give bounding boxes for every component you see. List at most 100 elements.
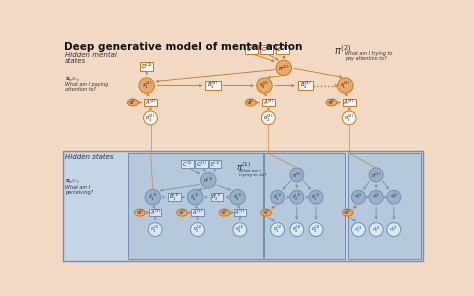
Text: $o_2^{(1)}$: $o_2^{(1)}$ bbox=[372, 224, 381, 235]
Text: Hidden mental: Hidden mental bbox=[65, 52, 117, 58]
Text: $\gamma_A^{(2)}$: $\gamma_A^{(2)}$ bbox=[246, 97, 255, 108]
Text: $\gamma_A^{(1)}$: $\gamma_A^{(1)}$ bbox=[262, 207, 270, 218]
Circle shape bbox=[290, 190, 304, 204]
FancyBboxPatch shape bbox=[210, 193, 223, 201]
Text: $o_t^{(2)}$: $o_t^{(2)}$ bbox=[344, 112, 355, 124]
Text: $A^{(1)}$: $A^{(1)}$ bbox=[234, 208, 246, 217]
Circle shape bbox=[387, 190, 401, 204]
FancyBboxPatch shape bbox=[140, 62, 153, 70]
Text: $s_2^{(1)}$: $s_2^{(1)}$ bbox=[190, 192, 200, 203]
Text: $B_2^{(1)}$: $B_2^{(1)}$ bbox=[211, 192, 222, 203]
Ellipse shape bbox=[326, 99, 337, 106]
Text: $s_1^{(2)}$: $s_1^{(2)}$ bbox=[142, 80, 152, 91]
Text: $C^{(2)}$: $C^{(2)}$ bbox=[246, 45, 257, 54]
Text: $A^{(2)}$: $A^{(2)}$ bbox=[263, 98, 274, 107]
Text: $o_1^{(2)}$: $o_1^{(2)}$ bbox=[146, 112, 155, 124]
Circle shape bbox=[369, 223, 383, 237]
FancyBboxPatch shape bbox=[347, 153, 421, 259]
FancyBboxPatch shape bbox=[260, 45, 273, 54]
Circle shape bbox=[230, 189, 245, 205]
FancyBboxPatch shape bbox=[264, 153, 346, 259]
Circle shape bbox=[188, 189, 203, 205]
Text: Hidden states: Hidden states bbox=[65, 154, 114, 160]
Ellipse shape bbox=[245, 99, 256, 106]
Text: $\gamma_A^{(2)}$: $\gamma_A^{(2)}$ bbox=[128, 97, 137, 108]
Text: $C^{(1)}$: $C^{(1)}$ bbox=[182, 160, 193, 169]
Text: $B_1^{(2)}$: $B_1^{(2)}$ bbox=[207, 80, 219, 91]
FancyBboxPatch shape bbox=[245, 45, 258, 54]
Circle shape bbox=[144, 111, 157, 125]
Text: $G^{(2)}$: $G^{(2)}$ bbox=[261, 45, 273, 54]
Text: What am I trying to: What am I trying to bbox=[346, 51, 393, 56]
Text: $A^{(2)}$: $A^{(2)}$ bbox=[145, 98, 156, 107]
Ellipse shape bbox=[342, 209, 353, 216]
Text: $\mathbf{s}_{\pi^{(1)}t}$: $\mathbf{s}_{\pi^{(1)}t}$ bbox=[65, 178, 80, 187]
Text: $\gamma_A^{(1)}$: $\gamma_A^{(1)}$ bbox=[220, 207, 228, 218]
Text: $\pi^{(1)}$: $\pi^{(1)}$ bbox=[236, 160, 251, 173]
FancyBboxPatch shape bbox=[298, 81, 313, 90]
FancyBboxPatch shape bbox=[149, 209, 161, 216]
Text: $A^{(1)}$: $A^{(1)}$ bbox=[192, 208, 203, 217]
Circle shape bbox=[342, 111, 356, 125]
Circle shape bbox=[191, 223, 204, 237]
Text: $E^{(2)}$: $E^{(2)}$ bbox=[277, 45, 288, 54]
Text: trying to do?: trying to do? bbox=[239, 173, 267, 177]
Text: $\gamma_A^{(1)}$: $\gamma_A^{(1)}$ bbox=[178, 207, 186, 218]
Text: $\gamma_A^{(1)}$: $\gamma_A^{(1)}$ bbox=[136, 207, 144, 218]
Text: states: states bbox=[65, 58, 86, 64]
Text: $\pi^{(1)}$: $\pi^{(1)}$ bbox=[292, 170, 302, 180]
Text: $B_2^{(2)}$: $B_2^{(2)}$ bbox=[300, 80, 311, 91]
Circle shape bbox=[369, 190, 383, 204]
FancyBboxPatch shape bbox=[63, 151, 423, 261]
Text: $s_1^{(1)}$: $s_1^{(1)}$ bbox=[148, 192, 158, 203]
Text: $B_1^{(1)}$: $B_1^{(1)}$ bbox=[169, 192, 180, 203]
Text: $s_3^{(1)}$: $s_3^{(1)}$ bbox=[390, 192, 398, 202]
Text: $\mathbf{s}_{\pi^{(2)}t}$: $\mathbf{s}_{\pi^{(2)}t}$ bbox=[65, 75, 80, 85]
Text: $A^{(1)}$: $A^{(1)}$ bbox=[150, 208, 161, 217]
Text: What am I: What am I bbox=[239, 169, 262, 173]
Ellipse shape bbox=[128, 99, 138, 106]
Text: pay attention to?: pay attention to? bbox=[346, 56, 387, 61]
Text: $D^{(2)}$: $D^{(2)}$ bbox=[141, 62, 153, 71]
FancyBboxPatch shape bbox=[234, 209, 246, 216]
FancyBboxPatch shape bbox=[262, 99, 275, 106]
Ellipse shape bbox=[177, 209, 188, 216]
Circle shape bbox=[309, 190, 323, 204]
Circle shape bbox=[271, 223, 284, 237]
Text: $E^{(1)}$: $E^{(1)}$ bbox=[210, 160, 220, 169]
Text: $s_1^{(1)}$: $s_1^{(1)}$ bbox=[354, 192, 363, 202]
Text: perceiving?: perceiving? bbox=[65, 189, 93, 194]
Text: $\pi^{(2)}$: $\pi^{(2)}$ bbox=[334, 43, 351, 57]
Text: $s_2^{(1)}$: $s_2^{(1)}$ bbox=[292, 192, 301, 203]
Circle shape bbox=[148, 223, 162, 237]
FancyBboxPatch shape bbox=[191, 209, 204, 216]
Text: $o_2^{(1)}$: $o_2^{(1)}$ bbox=[292, 224, 302, 235]
Text: What am I paying: What am I paying bbox=[65, 83, 108, 88]
Text: $s_t^{(2)}$: $s_t^{(2)}$ bbox=[340, 80, 350, 91]
FancyBboxPatch shape bbox=[343, 99, 356, 106]
Circle shape bbox=[276, 60, 292, 75]
FancyBboxPatch shape bbox=[276, 45, 289, 54]
FancyBboxPatch shape bbox=[209, 160, 221, 168]
FancyBboxPatch shape bbox=[205, 81, 220, 90]
Text: Deep generative model of mental action: Deep generative model of mental action bbox=[64, 42, 303, 52]
Text: $\gamma_A^{(1)}$: $\gamma_A^{(1)}$ bbox=[344, 207, 352, 218]
FancyBboxPatch shape bbox=[195, 160, 208, 168]
FancyBboxPatch shape bbox=[182, 160, 194, 168]
Text: $o_3^{(1)}$: $o_3^{(1)}$ bbox=[235, 224, 245, 235]
Text: $A^{(2)}$: $A^{(2)}$ bbox=[344, 98, 355, 107]
Text: $o_1^{(1)}$: $o_1^{(1)}$ bbox=[273, 224, 283, 235]
Text: $\pi^{(1)}$: $\pi^{(1)}$ bbox=[203, 176, 214, 185]
Text: $o_2^{(1)}$: $o_2^{(1)}$ bbox=[192, 224, 202, 235]
Circle shape bbox=[387, 223, 401, 237]
Circle shape bbox=[290, 223, 304, 237]
Circle shape bbox=[352, 190, 365, 204]
Text: $o_3^{(1)}$: $o_3^{(1)}$ bbox=[390, 224, 398, 235]
FancyBboxPatch shape bbox=[144, 99, 157, 106]
Text: $o_3^{(1)}$: $o_3^{(1)}$ bbox=[311, 224, 321, 235]
Text: $s_2^{(1)}$: $s_2^{(1)}$ bbox=[372, 192, 381, 202]
Ellipse shape bbox=[261, 209, 272, 216]
Text: $s_2^{(2)}$: $s_2^{(2)}$ bbox=[259, 80, 270, 91]
Circle shape bbox=[201, 173, 216, 188]
Ellipse shape bbox=[219, 209, 230, 216]
